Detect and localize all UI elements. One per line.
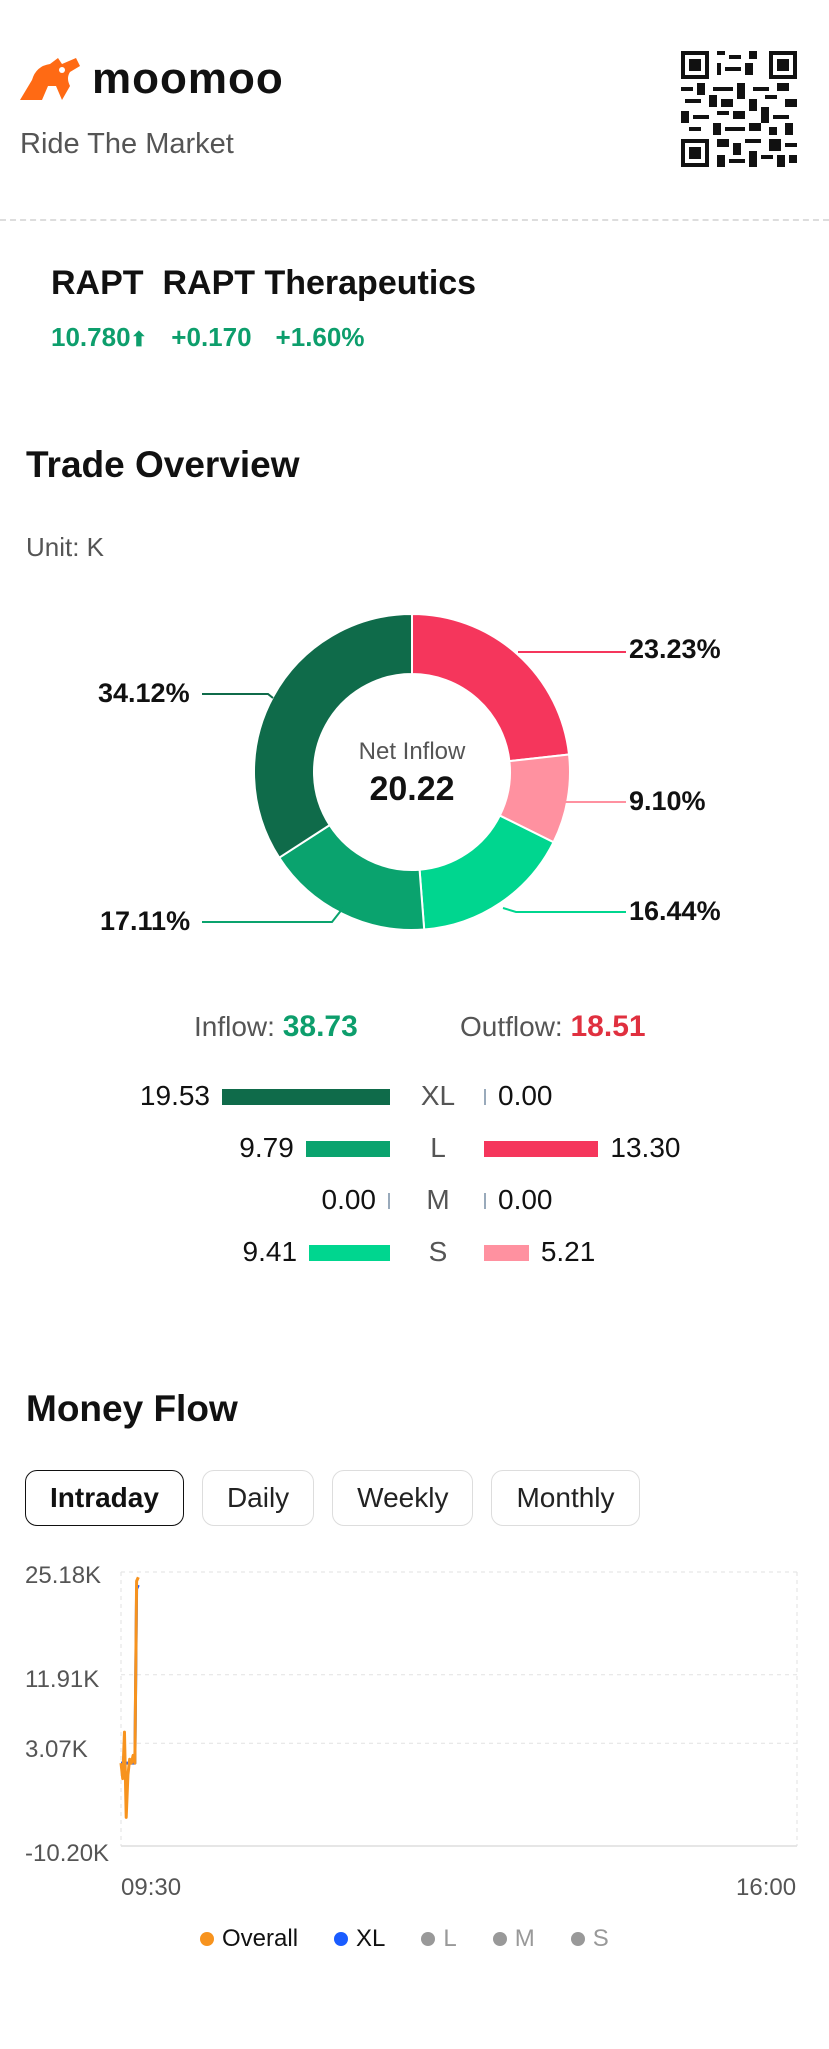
- stock-price-wrap: 10.780⬆: [51, 322, 147, 353]
- bull-logo-icon: [20, 58, 80, 100]
- header-divider: [0, 219, 829, 221]
- brand-name: moomoo: [92, 54, 284, 103]
- outflow-bar: [484, 1141, 599, 1157]
- legend-dot-icon: [334, 1932, 349, 1946]
- legend-label: XL: [356, 1925, 386, 1952]
- flow-size-label: XL: [420, 1080, 456, 1111]
- legend-label: M: [514, 1925, 535, 1952]
- tab-weekly[interactable]: Weekly: [332, 1470, 474, 1526]
- flow-size-label: S: [428, 1236, 448, 1267]
- legend-dot-icon: [492, 1932, 507, 1946]
- outflow-label: Outflow:: [460, 1011, 563, 1042]
- outflow-value: 18.51: [570, 1010, 646, 1043]
- stock-ticker: RAPT: [51, 264, 144, 302]
- segment-label-4: 17.11%: [100, 906, 191, 936]
- inflow-bar: [309, 1245, 390, 1261]
- money-flow-tabs: Intraday Daily Weekly Monthly: [25, 1470, 640, 1526]
- net-inflow-value: 20.22: [369, 770, 455, 808]
- legend-l[interactable]: L: [421, 1925, 457, 1953]
- legend-m[interactable]: M: [492, 1925, 535, 1953]
- brand: moomoo: [18, 54, 284, 104]
- outflow-bar: [484, 1193, 486, 1209]
- stock-company-name: RAPT Therapeutics: [162, 264, 477, 302]
- x-tick-label-start: 09:30: [121, 1874, 182, 1901]
- inflow-value: 38.73: [282, 1010, 358, 1043]
- stock-quote: 10.780⬆ +0.170 +1.60%: [51, 322, 364, 353]
- legend-dot-icon: [200, 1932, 214, 1946]
- tab-intraday[interactable]: Intraday: [25, 1470, 184, 1526]
- outflow-row-value: 5.21: [540, 1236, 596, 1267]
- inflow-label: Inflow:: [194, 1011, 275, 1042]
- legend-xl[interactable]: XL: [334, 1925, 385, 1953]
- inflow-row-value: 9.41: [242, 1236, 298, 1267]
- inflow-bar: [388, 1193, 390, 1209]
- segment-label-1: 23.23%: [629, 634, 721, 664]
- legend-dot-icon: [570, 1932, 585, 1946]
- donut-chart: [202, 612, 626, 931]
- outflow-summary: Outflow: 18.51: [460, 1010, 646, 1044]
- inflow-summary: Inflow: 38.73: [194, 1010, 358, 1044]
- leader-line-17-11: [202, 907, 344, 923]
- series-line-overall: [119, 1576, 140, 1819]
- legend-label: S: [592, 1925, 609, 1952]
- inflow-row-value: 19.53: [139, 1080, 210, 1111]
- unit-label: Unit: K: [26, 532, 105, 562]
- trade-overview-title: Trade Overview: [26, 444, 300, 485]
- legend-overall[interactable]: Overall: [200, 1925, 298, 1953]
- outflow-row-value: 13.30: [610, 1132, 681, 1163]
- qr-code-icon: [681, 51, 797, 167]
- legend-s[interactable]: S: [570, 1925, 609, 1953]
- flow-size-label: L: [430, 1132, 446, 1163]
- legend-label: L: [443, 1925, 457, 1952]
- donut-segment-5: [253, 612, 413, 860]
- donut-segment-1: [411, 612, 571, 763]
- stock-title: RAPT RAPT Therapeutics: [51, 264, 476, 303]
- inflow-row-value: 9.79: [239, 1132, 294, 1163]
- segment-label-2: 9.10%: [629, 786, 706, 816]
- inflow-bar: [222, 1089, 390, 1105]
- money-flow-line-chart: [119, 1571, 798, 1847]
- y-tick-label-3: 3.07K: [25, 1736, 88, 1763]
- y-tick-label-4: -10.20K: [25, 1840, 110, 1867]
- chart-legend: Overall XL L M S: [200, 1925, 609, 1953]
- money-flow-title: Money Flow: [26, 1388, 238, 1429]
- y-tick-label-1: 25.18K: [25, 1562, 102, 1589]
- stock-price: 10.780: [51, 322, 131, 352]
- segment-label-3: 16.44%: [629, 896, 721, 926]
- stock-change: +0.170: [171, 322, 252, 352]
- tab-daily[interactable]: Daily: [201, 1470, 315, 1526]
- tab-monthly[interactable]: Monthly: [491, 1470, 640, 1526]
- net-inflow-label: Net Inflow: [358, 738, 466, 765]
- inflow-row-value: 0.00: [321, 1184, 377, 1215]
- segment-label-5: 34.12%: [98, 678, 190, 708]
- outflow-row-value: 0.00: [498, 1080, 553, 1111]
- legend-label: Overall: [222, 1925, 299, 1952]
- leader-line-34-12: [202, 693, 274, 699]
- tagline: Ride The Market: [20, 128, 234, 160]
- leader-line-16-44: [502, 907, 626, 913]
- outflow-bar: [484, 1089, 486, 1105]
- outflow-bar: [484, 1245, 529, 1261]
- stock-change-pct: +1.60%: [275, 322, 365, 352]
- y-tick-label-2: 11.91K: [25, 1666, 100, 1693]
- legend-dot-icon: [421, 1932, 436, 1946]
- outflow-row-value: 0.00: [498, 1184, 553, 1215]
- flow-size-label: M: [426, 1184, 450, 1215]
- inflow-bar: [305, 1141, 390, 1157]
- up-arrow-icon: ⬆: [130, 329, 148, 351]
- x-tick-label-end: 16:00: [736, 1874, 797, 1901]
- donut-segments: [253, 612, 571, 931]
